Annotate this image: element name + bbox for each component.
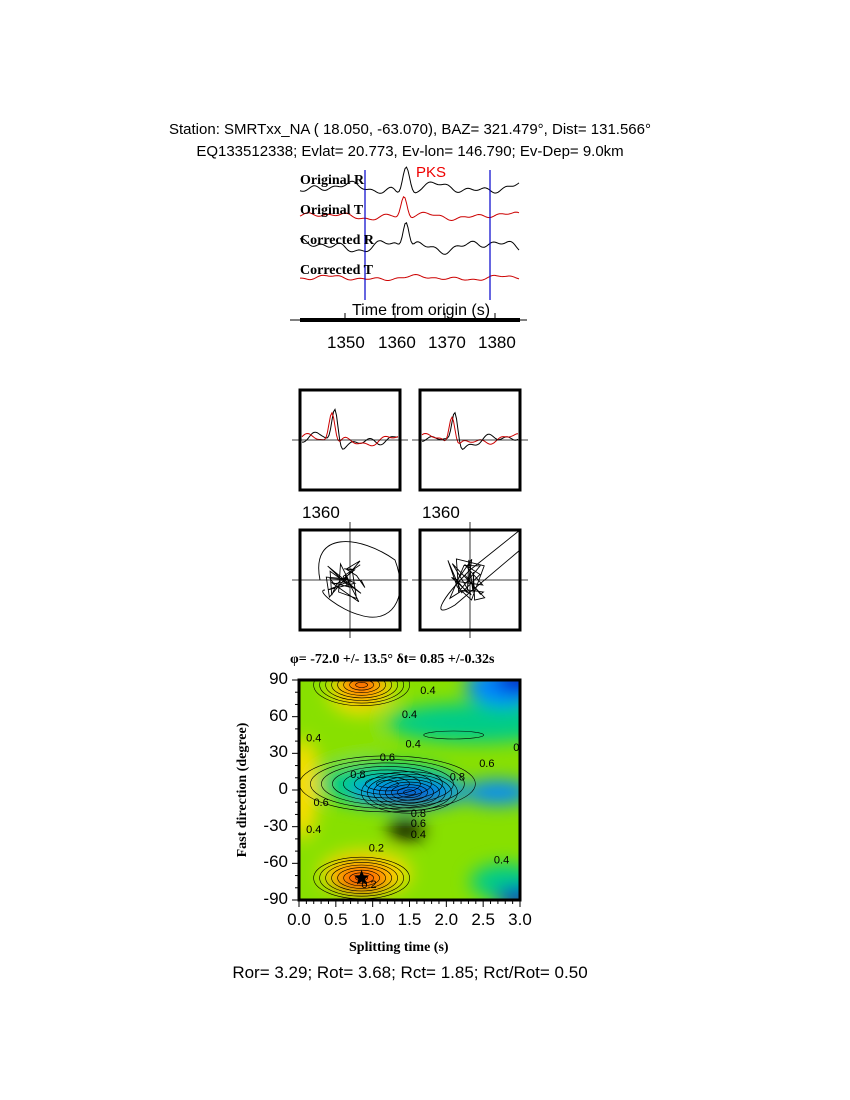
y-tick-label: 30 xyxy=(269,742,288,762)
label-corrected-r: Corrected R xyxy=(300,233,374,248)
contour-line xyxy=(423,730,485,740)
contour-line xyxy=(343,769,432,799)
trace-corrected-t xyxy=(300,273,520,281)
trace-corrected-r xyxy=(299,222,520,255)
contour-line xyxy=(343,680,380,693)
contour-line xyxy=(349,680,374,691)
contour-line xyxy=(310,759,465,809)
particle-motion xyxy=(325,560,366,603)
contour-label: 0.8 xyxy=(411,808,426,820)
trace-xtick: 1370 xyxy=(428,333,466,352)
y-axis-label: Fast direction (degree) xyxy=(235,722,250,858)
contour-label: 0.4 xyxy=(306,824,321,836)
contour-line xyxy=(313,680,410,706)
trace-original-r xyxy=(299,166,520,194)
label-corrected-t: Corrected T xyxy=(300,263,373,278)
label-original-t: Original T xyxy=(300,203,364,218)
surface-blob xyxy=(387,820,424,841)
trace-xlabel: Time from origin (s) xyxy=(352,302,491,319)
y-tick-label: -90 xyxy=(263,889,288,908)
surface-blob xyxy=(495,680,520,692)
contour-line xyxy=(355,681,368,688)
particle-motion-loop xyxy=(440,529,521,611)
surface-blob xyxy=(462,780,520,805)
x-tick-label: 1.0 xyxy=(360,910,385,929)
contour-label: 0.8 xyxy=(350,769,365,781)
contour-line xyxy=(354,773,421,795)
contour-label: 0. xyxy=(513,742,522,754)
contour-line xyxy=(337,680,386,696)
surface-blob xyxy=(385,702,520,743)
contour-line xyxy=(365,776,410,792)
contour-line xyxy=(337,867,386,889)
x-tick-label: 0.0 xyxy=(287,910,311,929)
surface-blob xyxy=(379,785,440,800)
contour-label: 0.4 xyxy=(411,829,426,841)
phase-label: PKS xyxy=(416,164,447,181)
x-tick-label: 1.5 xyxy=(397,910,422,929)
panel-tick-right: 1360 xyxy=(422,503,460,522)
contour-line xyxy=(325,862,398,894)
waveform-red xyxy=(421,415,519,445)
waveform-black xyxy=(421,411,519,451)
trace-xtick: 1360 xyxy=(378,333,416,352)
x-tick-label: 2.0 xyxy=(434,910,459,929)
contour-line xyxy=(403,789,416,796)
contour-label: 0.4 xyxy=(420,685,435,697)
surface-blob xyxy=(299,707,382,763)
contour-line xyxy=(331,680,392,699)
trace-xtick: 1380 xyxy=(478,333,516,352)
surface-blob xyxy=(341,680,382,697)
y-tick-label: 60 xyxy=(269,705,288,725)
contour-line xyxy=(331,864,392,892)
panel-tick-left: 1360 xyxy=(302,503,340,522)
x-tick-label: 3.0 xyxy=(508,910,532,929)
y-tick-label: 0 xyxy=(278,779,288,798)
surface-blob xyxy=(495,887,520,900)
contour-label: 0.6 xyxy=(380,752,395,764)
x-axis-label: Splitting time (s) xyxy=(349,940,449,955)
waveform-red xyxy=(301,411,399,447)
chart-title: φ= -72.0 +/- 13.5° δt= 0.85 +/-0.32s xyxy=(290,652,495,667)
contour-label: 0.6 xyxy=(479,758,494,770)
contour-line xyxy=(319,859,404,897)
best-fit-star-icon xyxy=(354,870,370,885)
event-header: EQ133512338; Evlat= 20.773, Ev-lon= 146.… xyxy=(196,143,624,160)
contour-line xyxy=(376,780,399,788)
contour-line xyxy=(325,680,398,701)
contour-label: 0.4 xyxy=(402,709,417,721)
station-header: Station: SMRTxx_NA ( 18.050, -63.070), B… xyxy=(169,121,651,138)
contour-line xyxy=(373,776,446,809)
x-tick-label: 2.5 xyxy=(471,910,495,929)
contour-line xyxy=(319,680,404,704)
contour-label: 0.4 xyxy=(494,855,509,867)
misfit-surface: 0.40.40.40.60.60.8 0.80.60.40.20.20.40.80… xyxy=(299,680,522,900)
contour-label: 0.2 xyxy=(369,842,384,854)
contour-label: 0.6 xyxy=(411,818,426,830)
y-tick-label: -30 xyxy=(263,815,288,835)
contour-label: 0.8 xyxy=(450,772,465,784)
label-original-r: Original R xyxy=(300,173,365,188)
waveform-black xyxy=(302,408,399,450)
trace-xtick: 1350 xyxy=(327,333,365,352)
y-tick-label: 90 xyxy=(269,669,288,688)
contour-line xyxy=(385,781,434,804)
trace-original-t xyxy=(299,196,520,222)
surface-blob xyxy=(299,740,317,840)
y-tick-label: -60 xyxy=(263,852,288,872)
contour-line xyxy=(321,762,454,806)
x-tick-label: 0.5 xyxy=(324,910,348,929)
particle-motion xyxy=(447,558,486,601)
footer-ratios: Ror= 3.29; Rot= 3.68; Rct= 1.85; Rct/Rot… xyxy=(232,963,588,982)
contour-line xyxy=(379,779,440,806)
contour-label: 0.4 xyxy=(406,739,421,751)
contour-label: 0.6 xyxy=(313,797,328,809)
contour-label: 0.4 xyxy=(306,732,321,744)
contour-line xyxy=(332,766,443,802)
